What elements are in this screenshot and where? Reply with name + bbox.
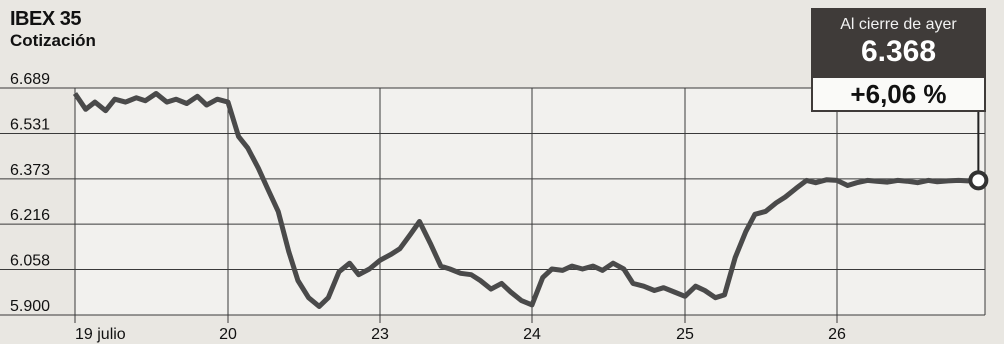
x-tick-label: 24 [523, 326, 541, 343]
y-tick-label: 6.216 [10, 207, 50, 224]
callout-header: Al cierre de ayer 6.368 [811, 8, 986, 78]
ibex-series-line [72, 91, 979, 309]
x-tick-label: 25 [676, 326, 694, 343]
callout-value: 6.368 [860, 35, 937, 68]
y-tick-label: 6.373 [10, 162, 50, 179]
chart-title: IBEX 35 [10, 8, 81, 30]
y-tick-label: 6.058 [10, 253, 50, 270]
last-close-callout: Al cierre de ayer 6.368 +6,06 % [811, 8, 986, 112]
y-tick-label: 6.689 [10, 71, 50, 88]
plot-area [75, 88, 985, 315]
x-tick-label: 26 [828, 326, 846, 343]
chart-subtitle: Cotización [10, 31, 96, 50]
title-block: IBEX 35 Cotización [10, 8, 96, 52]
y-tick-label: 5.900 [10, 298, 50, 315]
x-tick-label: 23 [371, 326, 389, 343]
last-close-marker [968, 170, 989, 191]
callout-change: +6,06 % [811, 78, 986, 112]
x-tick-label: 20 [219, 326, 237, 343]
y-tick-label: 6.531 [10, 116, 50, 133]
x-tick-label: 19 julio [75, 326, 126, 343]
callout-label: Al cierre de ayer [840, 16, 957, 33]
